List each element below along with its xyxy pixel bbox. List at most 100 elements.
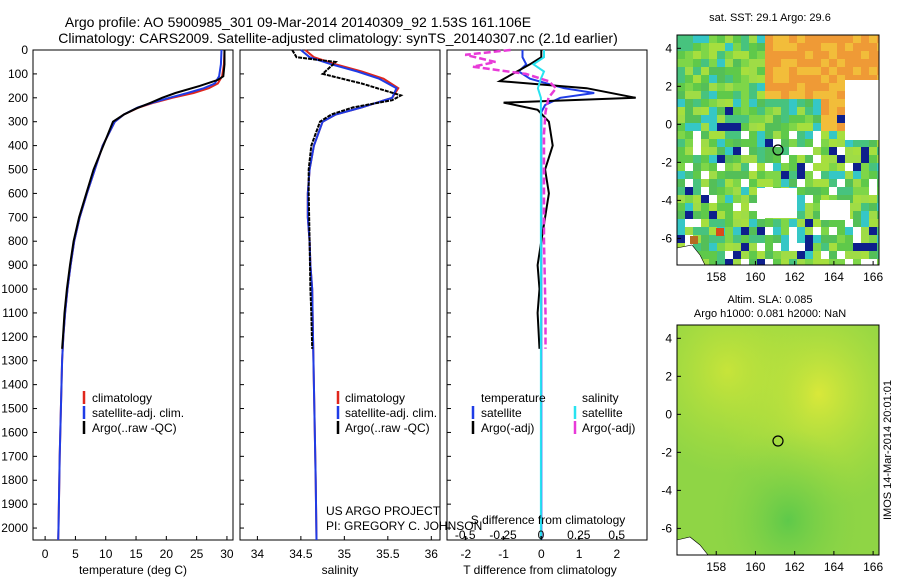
sst-map-title: sat. SST: 29.1 Argo: 29.6: [709, 12, 831, 24]
series-line-salinity-satellite: [531, 50, 546, 540]
series-line-satellite-adj-clim-: [300, 49, 398, 541]
series-line-argo-raw-qc-: [291, 49, 404, 349]
temperature-panel-frame: [32, 49, 234, 541]
depth-tick-label: 2000: [1, 521, 28, 535]
x-tick-label: 25: [190, 547, 204, 561]
lat-tick-label: 2: [665, 369, 672, 383]
depth-tick-label: 400: [8, 139, 28, 153]
difference-plot: -2 -1 0 1 2 -0.5 -0.25 0 0.25 0.5: [455, 48, 636, 561]
salinity-plot: 34 34.5 35 35.5 36: [251, 49, 438, 561]
depth-tick-label: 1300: [1, 354, 28, 368]
sla-map-title2: Argo h1000: 0.081 h2000: NaN: [694, 308, 846, 320]
lon-tick-label: 158: [706, 560, 726, 574]
depth-tick-label: 1000: [1, 282, 28, 296]
legend-s-satellite: satellite: [582, 406, 623, 420]
lon-tick-label: 166: [863, 560, 883, 574]
depth-tick-label: 1800: [1, 473, 28, 487]
legend-temperature-heading: temperature: [481, 391, 546, 405]
lon-tick-label: 162: [785, 270, 805, 284]
x-tick-label: 15: [129, 547, 143, 561]
x-tick-label: 5: [72, 547, 79, 561]
depth-tick-label: 1600: [1, 425, 28, 439]
depth-tick-label: 600: [8, 186, 28, 200]
legend-t-argo: Argo(-adj): [481, 421, 534, 435]
depth-tick-label: 700: [8, 210, 28, 224]
x-tick-label: 0.25: [567, 528, 591, 542]
x-tick-label: 35: [338, 547, 352, 561]
depth-tick-label: 1700: [1, 449, 28, 463]
lat-tick-label: -2: [661, 445, 672, 459]
depth-tick-label: 200: [8, 91, 28, 105]
x-tick-label: -0.5: [455, 528, 476, 542]
x-tick-label: 1: [576, 547, 583, 561]
depth-tick-label: 1900: [1, 497, 28, 511]
lon-tick-label: 158: [706, 270, 726, 284]
depth-tick-label: 1200: [1, 330, 28, 344]
lat-tick-label: 4: [665, 331, 672, 345]
depth-axis: 0 100 200 300 400 500 600 700 800 900 1000 1100 1200…: [1, 43, 451, 535]
depth-tick-label: 900: [8, 258, 28, 272]
legend-salinity-heading: salinity: [582, 391, 619, 405]
x-tick-label: -0.25: [489, 528, 517, 542]
lon-tick-label: 164: [824, 560, 844, 574]
lon-tick-label: 164: [824, 270, 844, 284]
sst-map: [676, 35, 879, 266]
s-difference-xlabel: S difference from climatology: [471, 513, 626, 527]
x-tick-label: -2: [461, 547, 472, 561]
lat-tick-label: -6: [661, 521, 672, 535]
lon-tick-label: 160: [745, 270, 765, 284]
imos-side-label: IMOS 14-Mar-2014 20:01:01: [882, 380, 894, 520]
x-tick-label: 0: [42, 547, 49, 561]
salinity-panel-frame: [239, 49, 441, 541]
sla-map-title1: Altim. SLA: 0.085: [728, 294, 813, 306]
lat-tick-label: -4: [661, 483, 672, 497]
x-tick-label: 0.5: [608, 528, 625, 542]
x-tick-label: 30: [220, 547, 234, 561]
project-note: US ARGO PROJECT: [326, 504, 441, 518]
legend-s-argo: Argo(-adj): [582, 421, 635, 435]
lat-tick-label: -6: [661, 231, 672, 245]
x-tick-label: 0: [538, 528, 545, 542]
series-line-climatology: [57, 49, 226, 541]
depth-tick-label: 500: [8, 163, 28, 177]
x-tick-label: 10: [99, 547, 113, 561]
series-line-satellite-adj-clim-: [57, 49, 223, 541]
legend-satellite-adj: satellite-adj. clim.: [345, 406, 437, 420]
legend-t-satellite: satellite: [481, 406, 522, 420]
legend-argo: Argo(..raw -QC): [345, 421, 430, 435]
depth-tick-label: 1500: [1, 402, 28, 416]
sla-map-axes: 158 160 162 164 166 4 2 0 -2 -4 -6: [661, 331, 883, 574]
lon-tick-label: 160: [745, 560, 765, 574]
depth-tick-label: 300: [8, 115, 28, 129]
t-difference-xlabel: T difference from climatology: [463, 563, 617, 577]
legend-argo: Argo(..raw -QC): [92, 421, 177, 435]
figure-title-line1: Argo profile: AO 5900985_301 09-Mar-2014…: [65, 14, 531, 30]
salinity-legend: climatology satellite-adj. clim. Argo(..…: [336, 391, 437, 435]
lon-tick-label: 162: [785, 560, 805, 574]
lon-tick-label: 166: [863, 270, 883, 284]
series-line-temperature-argo-adj-: [496, 50, 636, 349]
lat-tick-label: 2: [665, 79, 672, 93]
x-tick-label: -1: [498, 547, 509, 561]
legend-climatology: climatology: [92, 391, 152, 405]
sla-map: [676, 325, 879, 556]
lat-tick-label: 0: [665, 407, 672, 421]
legend-satellite-adj: satellite-adj. clim.: [92, 406, 184, 420]
depth-tick-label: 1400: [1, 378, 28, 392]
lat-tick-label: 4: [665, 41, 672, 55]
depth-tick-label: 1100: [2, 306, 28, 320]
depth-tick-label: 100: [8, 67, 28, 81]
salinity-xlabel: salinity: [322, 563, 359, 577]
x-tick-label: 35.5: [376, 547, 400, 561]
sst-map-frame: [676, 34, 880, 266]
temperature-xlabel: temperature (deg C): [79, 563, 187, 577]
difference-panel-frame: [446, 49, 648, 541]
lat-tick-label: -2: [661, 155, 672, 169]
series-line-climatology: [304, 49, 400, 541]
figure-title-line2: Climatology: CARS2009. Satellite-adjuste…: [58, 30, 618, 46]
sla-map-frame: [676, 324, 880, 556]
x-tick-label: 34: [251, 547, 265, 561]
x-tick-label: 20: [160, 547, 174, 561]
temperature-legend: climatology satellite-adj. clim. Argo(..…: [82, 391, 184, 435]
